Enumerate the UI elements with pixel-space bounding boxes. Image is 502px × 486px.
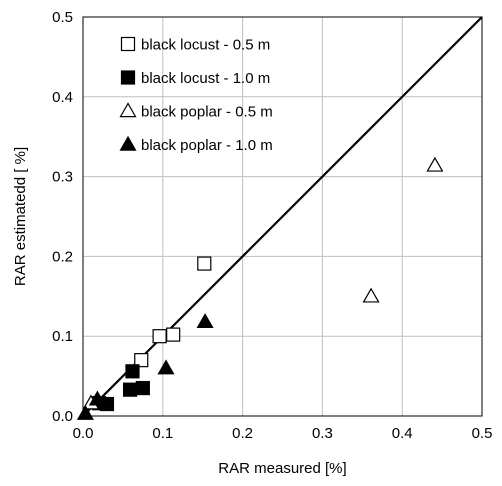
data-point-filled-triangle [196, 313, 214, 329]
data-point-filled-triangle [157, 359, 175, 375]
x-tick-label: 0.5 [472, 425, 493, 442]
data-point-filled-triangle [76, 404, 94, 420]
data-point-open-triangle [426, 156, 444, 172]
data-point-open-square [134, 353, 149, 368]
legend-marker-filled-square [120, 70, 136, 85]
data-point-open-square [197, 256, 212, 271]
data-point-filled-square [125, 364, 140, 379]
data-point-filled-square [135, 380, 150, 396]
legend-marker-filled-triangle [119, 135, 137, 151]
y-tick-label: 0.0 [52, 408, 73, 425]
y-tick-labels: 0.0 0.1 0.2 0.3 0.4 0.5 [52, 9, 73, 425]
y-tick-label: 0.4 [52, 89, 73, 106]
legend-label: black locust - 1.0 m [141, 70, 270, 87]
y-axis-title: RAR estimatedd [ %] [12, 147, 29, 286]
one-to-one-line [82, 16, 483, 417]
x-tick-label: 0.1 [152, 425, 173, 442]
reference-line-group [82, 16, 483, 417]
x-tick-label: 0.2 [232, 425, 253, 442]
data-point-open-square [152, 329, 167, 344]
x-tick-label: 0.0 [73, 425, 94, 442]
y-tick-label: 0.5 [52, 9, 73, 26]
legend-label: black locust - 0.5 m [141, 37, 270, 54]
legend-marker-open-triangle [119, 102, 137, 118]
data-point-filled-square [122, 382, 138, 397]
x-tick-label: 0.3 [312, 425, 333, 442]
x-tick-label: 0.4 [392, 425, 413, 442]
plot-area-frame [82, 16, 483, 417]
grid-lines [83, 17, 482, 416]
legend: black locust - 0.5 m black locust - 1.0 m… [119, 36, 273, 154]
y-tick-label: 0.2 [52, 248, 73, 265]
y-tick-label: 0.1 [52, 328, 73, 345]
legend-marker-open-square [120, 36, 136, 52]
x-tick-labels: 0.0 0.1 0.2 0.3 0.4 0.5 [73, 425, 493, 442]
legend-label: black poplar - 1.0 m [141, 137, 273, 154]
x-axis-title: RAR measured [%] [218, 460, 346, 477]
data-point-open-triangle [362, 287, 380, 303]
data-point-filled-triangle [88, 390, 106, 406]
data-point-open-square [166, 327, 181, 342]
data-points [76, 156, 444, 420]
y-tick-label: 0.3 [52, 169, 73, 186]
legend-label: black poplar - 0.5 m [141, 104, 273, 121]
